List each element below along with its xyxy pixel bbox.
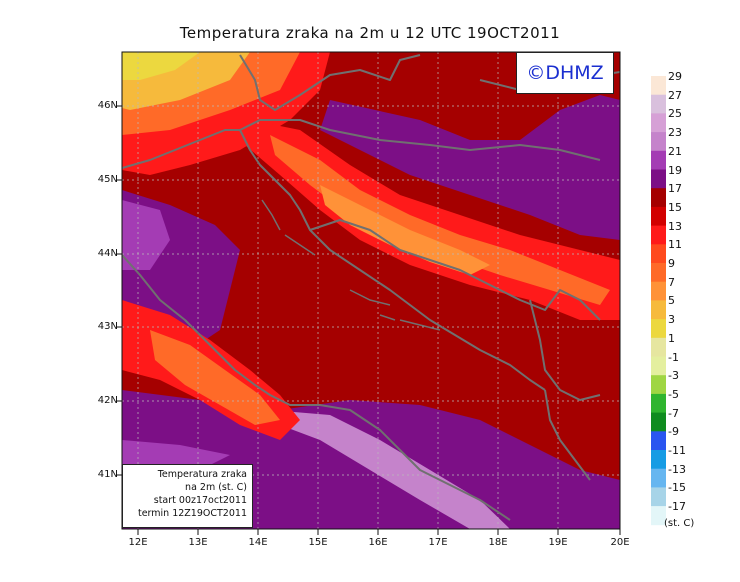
colorbar-swatch bbox=[651, 300, 666, 320]
field-purple-north bbox=[320, 95, 620, 240]
lat-label-43n: 43N bbox=[97, 321, 118, 332]
colorbar-label: -1 bbox=[668, 350, 679, 364]
colorbar-swatch bbox=[651, 337, 666, 357]
colorbar-label: -15 bbox=[668, 481, 686, 495]
lon-label-18e: 18E bbox=[488, 537, 508, 548]
info-line-4: termin 12Z19OCT2011 bbox=[137, 508, 247, 519]
colorbar-swatch bbox=[651, 375, 666, 395]
colorbar-label: 21 bbox=[668, 144, 682, 158]
colorbar-label: -9 bbox=[668, 425, 679, 439]
map-title: Temperatura zraka na 2m u 12 UTC 19OCT20… bbox=[179, 24, 561, 42]
colorbar-swatch bbox=[651, 132, 666, 152]
colorbar-label: 1 bbox=[668, 331, 675, 345]
colorbar-label: -7 bbox=[668, 406, 679, 420]
temperature-field bbox=[122, 52, 620, 529]
lon-label-17e: 17E bbox=[428, 537, 448, 548]
coastlines-and-borders bbox=[122, 54, 620, 521]
lon-label-16e: 16E bbox=[368, 537, 388, 548]
colorbar-label: 15 bbox=[668, 200, 682, 214]
colorbar-label: 7 bbox=[668, 275, 675, 289]
colorbar-swatch bbox=[651, 263, 666, 283]
lat-label-44n: 44N bbox=[97, 248, 118, 259]
colorbar-label: 25 bbox=[668, 107, 682, 121]
colorbar-label: 5 bbox=[668, 294, 675, 308]
colorbar-swatch bbox=[651, 468, 666, 488]
lat-label-46n: 46N bbox=[97, 100, 118, 111]
colorbar-label: -17 bbox=[668, 500, 686, 514]
colorbar-swatch bbox=[651, 206, 666, 226]
lat-label-45n: 45N bbox=[97, 174, 118, 185]
colorbar-swatch bbox=[651, 487, 666, 507]
colorbar-swatch bbox=[651, 356, 666, 376]
colorbar-swatch bbox=[651, 431, 666, 451]
info-line-2: na 2m (st. C) bbox=[185, 482, 247, 493]
colorbar-label: -13 bbox=[668, 462, 686, 476]
lon-label-12e: 12E bbox=[128, 537, 148, 548]
colorbar-label: -11 bbox=[668, 444, 686, 457]
field-violet-adriatic bbox=[122, 200, 170, 270]
colorbar-label: 27 bbox=[668, 88, 682, 102]
colorbar-label: 29 bbox=[668, 70, 682, 83]
field-yellow-northwest bbox=[122, 52, 200, 80]
colorbar-swatch bbox=[651, 450, 666, 470]
lon-label-19e: 19E bbox=[548, 537, 568, 548]
colorbar-label: -5 bbox=[668, 387, 679, 401]
colorbar-label: 9 bbox=[668, 257, 675, 270]
lon-label-13e: 13E bbox=[188, 537, 208, 548]
colorbar-label: 17 bbox=[668, 182, 682, 196]
info-box: Temperatura zraka na 2m (st. C) start 00… bbox=[122, 464, 253, 528]
colorbar-swatch bbox=[651, 319, 666, 339]
colorbar-label: -3 bbox=[668, 369, 679, 383]
lat-label-41n: 41N bbox=[97, 469, 118, 480]
colorbar-swatch bbox=[651, 76, 666, 96]
colorbar-label: 11 bbox=[668, 238, 682, 252]
islands bbox=[261, 199, 441, 331]
colorbar-swatch bbox=[651, 281, 666, 301]
colorbar-swatch bbox=[651, 188, 666, 208]
lon-label-14e: 14E bbox=[248, 537, 268, 548]
plot-frame bbox=[121, 51, 621, 530]
field-amber-dinaric bbox=[320, 185, 490, 275]
info-line-1: Temperatura zraka bbox=[157, 469, 247, 480]
colorbar-swatch bbox=[651, 506, 666, 526]
lat-label-42n: 42N bbox=[97, 395, 118, 406]
colorbar-swatch bbox=[651, 225, 666, 245]
colorbar-unit: (st. C) bbox=[664, 518, 695, 529]
colorbar-swatch bbox=[651, 393, 666, 413]
colorbar-swatch bbox=[651, 169, 666, 189]
colorbar-label: 3 bbox=[668, 313, 675, 327]
colorbar-label: 19 bbox=[668, 163, 682, 177]
colorbar-swatch bbox=[651, 113, 666, 133]
dhmz-logo: ©DHMZ bbox=[516, 52, 614, 94]
colorbar-label: 23 bbox=[668, 126, 682, 140]
field-light-violet-south bbox=[270, 410, 510, 529]
colorbar-swatch bbox=[651, 412, 666, 432]
field-violet-southwest bbox=[122, 440, 230, 470]
field-orange-dinaric bbox=[270, 135, 610, 305]
info-line-3: start 00z17oct2011 bbox=[153, 495, 247, 506]
axis-ticks bbox=[116, 105, 621, 535]
lon-label-20e: 20E bbox=[610, 537, 630, 548]
colorbar bbox=[651, 76, 666, 526]
colorbar-swatch bbox=[651, 94, 666, 114]
colorbar-label: 13 bbox=[668, 219, 682, 233]
colorbar-swatch bbox=[651, 244, 666, 264]
colorbar-swatch bbox=[651, 150, 666, 170]
lon-label-15e: 15E bbox=[308, 537, 328, 548]
